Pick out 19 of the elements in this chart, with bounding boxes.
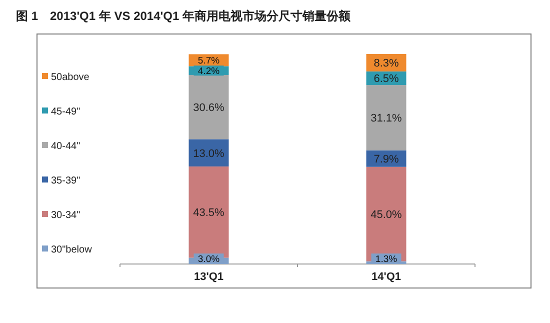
data-label: 43.5% xyxy=(193,207,225,220)
chart-title: 图 1 2013'Q1 年 VS 2014'Q1 年商用电视市场分尺寸销量份额 xyxy=(16,9,352,23)
legend-label: 35-39" xyxy=(51,176,81,186)
data-label: 7.9% xyxy=(374,154,399,166)
legend-label: 40-44" xyxy=(51,141,81,152)
data-label: 31.1% xyxy=(370,112,402,125)
data-label: 6.5% xyxy=(374,73,399,86)
data-label: 45.0% xyxy=(370,209,402,222)
data-label: 8.3% xyxy=(374,58,399,70)
data-label: 30.6% xyxy=(193,102,225,114)
legend-label: 50above xyxy=(51,72,90,83)
x-tick-label: 14'Q1 xyxy=(371,271,402,283)
data-label: 13.0% xyxy=(193,148,225,160)
data-label: 5.7% xyxy=(198,55,220,66)
legend-label: 30-34" xyxy=(51,210,81,221)
data-label: 4.2% xyxy=(198,66,220,77)
x-tick-label: 13'Q1 xyxy=(194,271,224,283)
legend-label: 45-49" xyxy=(51,106,81,118)
legend-label: 30"below xyxy=(51,244,93,256)
